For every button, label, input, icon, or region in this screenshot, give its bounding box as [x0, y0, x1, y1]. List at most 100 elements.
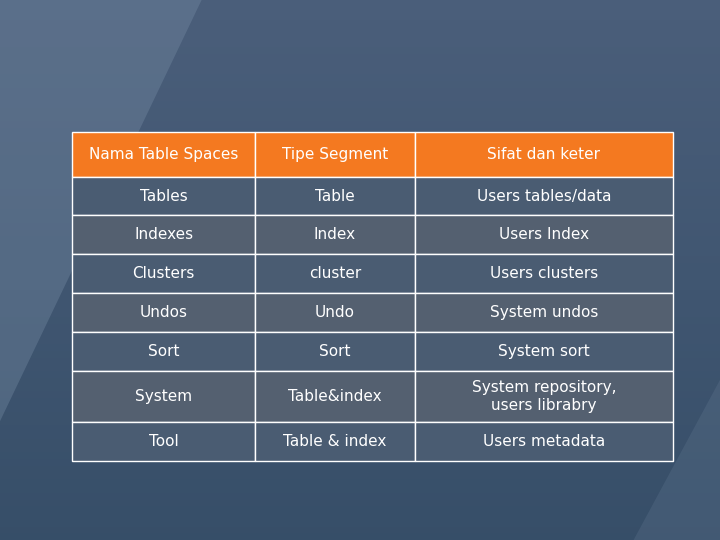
Bar — [0, 81, 720, 87]
Bar — [0, 364, 720, 372]
Bar — [0, 195, 720, 202]
Text: Sort: Sort — [148, 344, 179, 359]
Bar — [0, 345, 720, 351]
Bar — [0, 318, 720, 324]
FancyBboxPatch shape — [256, 254, 415, 293]
Text: Tipe Segment: Tipe Segment — [282, 147, 388, 162]
Bar — [0, 310, 720, 317]
Bar — [0, 534, 720, 540]
Bar — [0, 183, 720, 189]
Bar — [0, 74, 720, 81]
Bar — [0, 162, 720, 168]
Bar — [0, 324, 720, 330]
Text: Users clusters: Users clusters — [490, 266, 598, 281]
Bar — [0, 135, 720, 141]
Bar — [0, 472, 720, 480]
Bar — [0, 526, 720, 534]
Bar — [0, 291, 720, 297]
Bar — [0, 270, 720, 276]
Bar — [0, 338, 720, 345]
FancyBboxPatch shape — [72, 332, 256, 371]
FancyBboxPatch shape — [256, 293, 415, 332]
Bar — [0, 486, 720, 492]
FancyBboxPatch shape — [72, 254, 256, 293]
Text: Table & index: Table & index — [284, 434, 387, 449]
Bar — [0, 432, 720, 438]
Bar — [0, 276, 720, 284]
Text: Tool: Tool — [149, 434, 179, 449]
Bar — [0, 500, 720, 507]
FancyBboxPatch shape — [72, 371, 256, 422]
FancyBboxPatch shape — [256, 215, 415, 254]
Bar — [0, 54, 720, 60]
Bar — [0, 176, 720, 183]
Bar — [0, 27, 720, 33]
Bar — [0, 519, 720, 526]
Text: System sort: System sort — [498, 344, 590, 359]
Bar — [0, 378, 720, 384]
Text: System: System — [135, 389, 192, 404]
Bar — [0, 399, 720, 405]
Bar — [0, 411, 720, 418]
Bar — [0, 303, 720, 310]
Bar — [0, 256, 720, 263]
Bar — [0, 6, 720, 14]
Text: Table: Table — [315, 188, 355, 204]
Bar — [0, 351, 720, 357]
FancyBboxPatch shape — [72, 215, 256, 254]
Bar — [0, 446, 720, 453]
Bar — [0, 60, 720, 68]
Bar — [0, 418, 720, 426]
Bar — [0, 222, 720, 230]
Bar — [0, 513, 720, 519]
Bar — [0, 0, 720, 6]
Bar — [0, 20, 720, 27]
FancyBboxPatch shape — [415, 293, 673, 332]
FancyBboxPatch shape — [415, 332, 673, 371]
Text: Sort: Sort — [319, 344, 351, 359]
Bar — [0, 68, 720, 74]
FancyBboxPatch shape — [72, 293, 256, 332]
Text: System repository,
users librabry: System repository, users librabry — [472, 380, 616, 414]
Bar — [0, 122, 720, 128]
Bar — [0, 128, 720, 135]
FancyBboxPatch shape — [415, 254, 673, 293]
Bar — [0, 216, 720, 222]
Bar — [0, 372, 720, 378]
Bar — [0, 465, 720, 472]
Bar — [0, 263, 720, 270]
Bar — [0, 243, 720, 249]
Text: cluster: cluster — [309, 266, 361, 281]
Text: Users Index: Users Index — [499, 227, 589, 242]
FancyBboxPatch shape — [256, 371, 415, 422]
Bar — [0, 189, 720, 195]
FancyBboxPatch shape — [415, 177, 673, 215]
Text: Users tables/data: Users tables/data — [477, 188, 611, 204]
FancyBboxPatch shape — [256, 332, 415, 371]
Bar — [0, 141, 720, 149]
Text: Index: Index — [314, 227, 356, 242]
Text: Nama Table Spaces: Nama Table Spaces — [89, 147, 238, 162]
Bar — [0, 148, 720, 156]
Bar — [0, 14, 720, 20]
Text: Tables: Tables — [140, 188, 187, 204]
Bar — [0, 47, 720, 54]
Bar — [0, 297, 720, 303]
Bar — [0, 284, 720, 291]
Text: Sifat dan keter: Sifat dan keter — [487, 147, 600, 162]
Bar — [0, 480, 720, 486]
FancyBboxPatch shape — [72, 177, 256, 215]
Bar — [0, 459, 720, 465]
Bar — [0, 168, 720, 176]
Bar — [0, 330, 720, 338]
FancyBboxPatch shape — [415, 371, 673, 422]
Bar — [0, 507, 720, 513]
Bar — [0, 155, 720, 162]
FancyBboxPatch shape — [256, 422, 415, 461]
FancyBboxPatch shape — [72, 132, 256, 177]
Bar — [0, 102, 720, 108]
FancyBboxPatch shape — [415, 422, 673, 461]
Bar — [0, 405, 720, 411]
Bar — [0, 492, 720, 500]
Bar — [0, 357, 720, 364]
